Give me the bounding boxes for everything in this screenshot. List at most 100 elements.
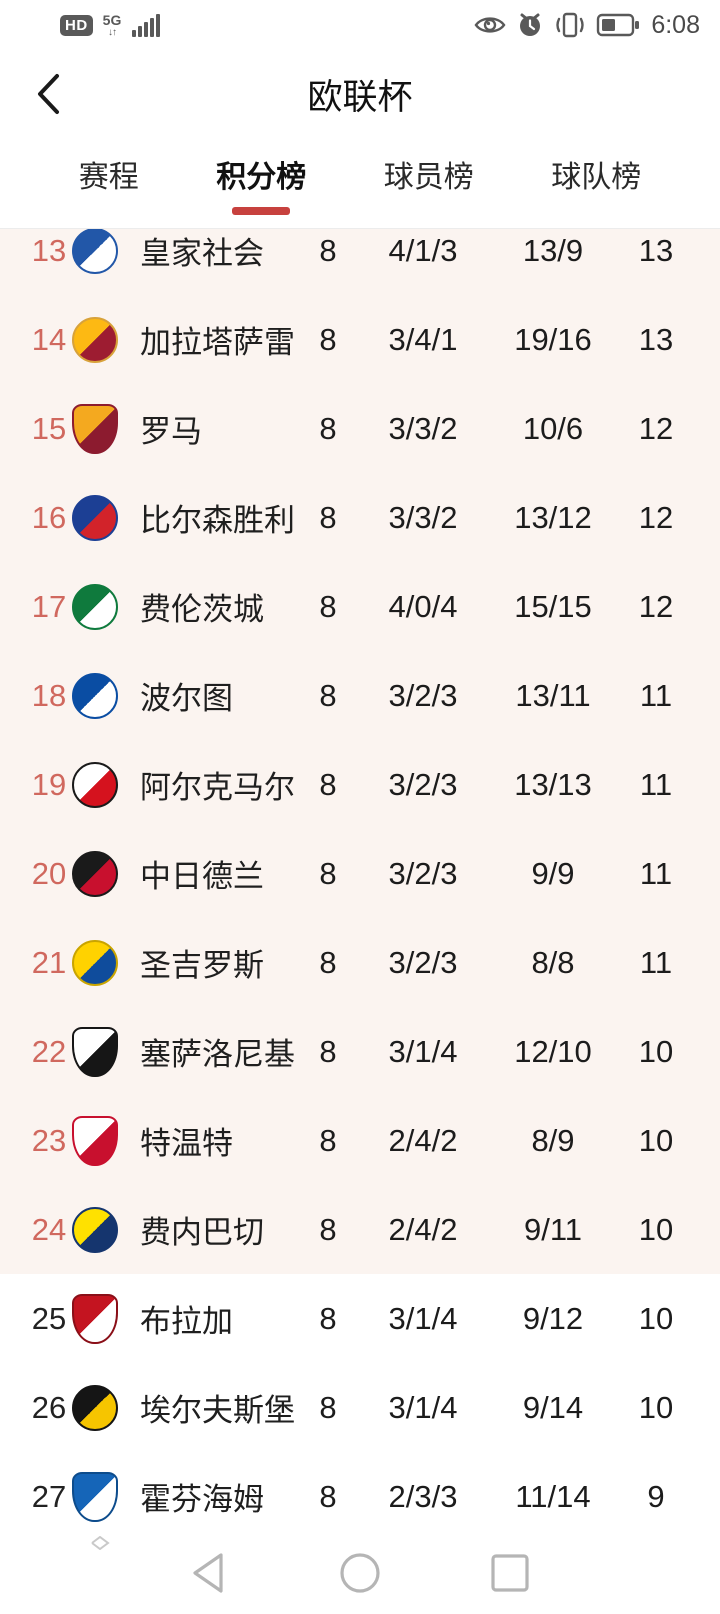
points: 10 [638, 1033, 674, 1069]
win-draw-loss: 4/0/4 [388, 588, 458, 624]
rank: 25 [31, 1300, 67, 1336]
played-count: 8 [319, 1033, 337, 1069]
points: 11 [639, 944, 673, 980]
hd-badge: HD [60, 14, 93, 36]
win-draw-loss: 3/1/4 [388, 1389, 458, 1425]
network-indicator: 5G ↓↑ [102, 11, 122, 38]
team-name: 阿尔克马尔 [140, 770, 295, 805]
status-bar: HD 5G ↓↑ [0, 0, 720, 50]
table-row[interactable]: 17 费伦茨城 8 4/0/4 15/15 12 [0, 562, 720, 651]
win-draw-loss: 3/2/3 [388, 855, 458, 891]
rank: 15 [31, 410, 67, 446]
galatasaray-crest [72, 316, 118, 363]
goals-for-against: 9/9 [531, 855, 575, 891]
points: 13 [638, 232, 674, 268]
win-draw-loss: 3/3/2 [388, 499, 458, 535]
points: 10 [638, 1300, 674, 1336]
team-name: 埃尔夫斯堡 [140, 1393, 295, 1428]
table-row[interactable]: 15 罗马 8 3/3/2 10/6 12 [0, 384, 720, 473]
recents-square-icon[interactable] [487, 1550, 533, 1596]
win-draw-loss: 3/4/1 [388, 321, 458, 357]
team-name: 布拉加 [140, 1304, 233, 1339]
twente-crest [72, 1115, 118, 1166]
goals-for-against: 8/9 [531, 1122, 575, 1158]
porto-crest [72, 672, 118, 719]
battery-icon [596, 12, 640, 38]
real-sociedad-crest [72, 229, 118, 274]
page-title: 欧联杯 [307, 77, 413, 117]
played-count: 8 [319, 1122, 337, 1158]
team-name: 中日德兰 [140, 859, 264, 894]
table-row[interactable]: 14 加拉塔萨雷 8 3/4/1 19/16 13 [0, 295, 720, 384]
clock-time: 6:08 [651, 10, 700, 39]
goals-for-against: 15/15 [514, 588, 592, 624]
played-count: 8 [319, 588, 337, 624]
ferencvaros-crest [72, 583, 118, 630]
roma-crest [72, 403, 118, 454]
team-name: 皇家社会 [140, 236, 264, 271]
table-row[interactable]: 21 圣吉罗斯 8 3/2/3 8/8 11 [0, 918, 720, 1007]
rank: 18 [31, 677, 67, 713]
goals-for-against: 13/12 [514, 499, 592, 535]
tab-3[interactable]: 球员榜 [384, 144, 474, 215]
tab-1[interactable]: 赛程 [79, 144, 139, 215]
tab-label: 赛程 [78, 161, 139, 194]
tab-2[interactable]: 积分榜 [216, 144, 306, 215]
win-draw-loss: 3/3/2 [388, 410, 458, 446]
win-draw-loss: 3/1/4 [388, 1033, 458, 1069]
points: 13 [638, 321, 674, 357]
table-row[interactable]: 19 阿尔克马尔 8 3/2/3 13/13 11 [0, 740, 720, 829]
home-circle-icon[interactable] [337, 1550, 383, 1596]
table-row[interactable]: 23 特温特 8 2/4/2 8/9 10 [0, 1096, 720, 1185]
back-button[interactable] [28, 68, 68, 120]
back-triangle-icon[interactable] [187, 1550, 233, 1596]
goals-for-against: 12/10 [514, 1033, 592, 1069]
table-row[interactable]: 24 费内巴切 8 2/4/2 9/11 10 [0, 1185, 720, 1274]
played-count: 8 [319, 410, 337, 446]
points: 12 [638, 588, 674, 624]
team-name: 特温特 [140, 1126, 233, 1161]
standings-table: 13 皇家社会 8 4/1/3 13/9 13 14 加拉塔萨雷 8 3/4/1… [0, 228, 720, 1606]
active-tab-underline [567, 207, 625, 215]
goals-for-against: 13/11 [515, 677, 591, 713]
played-count: 8 [319, 1211, 337, 1247]
table-row[interactable]: 13 皇家社会 8 4/1/3 13/9 13 [0, 229, 720, 295]
paok-crest [72, 1026, 118, 1077]
tab-4[interactable]: 球队榜 [551, 144, 641, 215]
points: 11 [639, 855, 673, 891]
team-name: 费内巴切 [140, 1215, 264, 1250]
table-row[interactable]: 20 中日德兰 8 3/2/3 9/9 11 [0, 829, 720, 918]
team-name: 波尔图 [140, 681, 233, 716]
points: 12 [638, 410, 674, 446]
az-alkmaar-crest [72, 761, 118, 808]
played-count: 8 [319, 321, 337, 357]
elfsborg-crest [72, 1384, 118, 1431]
win-draw-loss: 3/2/3 [388, 677, 458, 713]
app-header: 欧联杯 [0, 50, 720, 138]
table-row[interactable]: 18 波尔图 8 3/2/3 13/11 11 [0, 651, 720, 740]
rank: 16 [31, 499, 67, 535]
played-count: 8 [319, 944, 337, 980]
active-tab-underline [80, 207, 138, 215]
chevron-diamond-icon[interactable] [90, 1535, 110, 1555]
table-row[interactable]: 25 布拉加 8 3/1/4 9/12 10 [0, 1274, 720, 1363]
goals-for-against: 11/14 [515, 1478, 591, 1514]
win-draw-loss: 3/2/3 [388, 944, 458, 980]
signal-strength-icon [132, 13, 161, 37]
win-draw-loss: 3/1/4 [388, 1300, 458, 1336]
table-row[interactable]: 22 塞萨洛尼基 8 3/1/4 12/10 10 [0, 1007, 720, 1096]
table-row[interactable]: 16 比尔森胜利 8 3/3/2 13/12 12 [0, 473, 720, 562]
tab-label: 积分榜 [216, 161, 307, 194]
team-name: 圣吉罗斯 [140, 948, 264, 983]
played-count: 8 [319, 766, 337, 802]
viktoria-plzen-crest [72, 494, 118, 541]
table-row[interactable]: 27 霍芬海姆 8 2/3/3 11/14 9 [0, 1452, 720, 1541]
tab-bar: 赛程 积分榜 球员榜 球队榜 [0, 138, 720, 228]
points: 11 [639, 677, 673, 713]
team-name: 罗马 [140, 414, 202, 449]
rank: 21 [31, 944, 67, 980]
midtjylland-crest [72, 850, 118, 897]
table-row[interactable]: 26 埃尔夫斯堡 8 3/1/4 9/14 10 [0, 1363, 720, 1452]
played-count: 8 [319, 1300, 337, 1336]
win-draw-loss: 4/1/3 [388, 232, 458, 268]
